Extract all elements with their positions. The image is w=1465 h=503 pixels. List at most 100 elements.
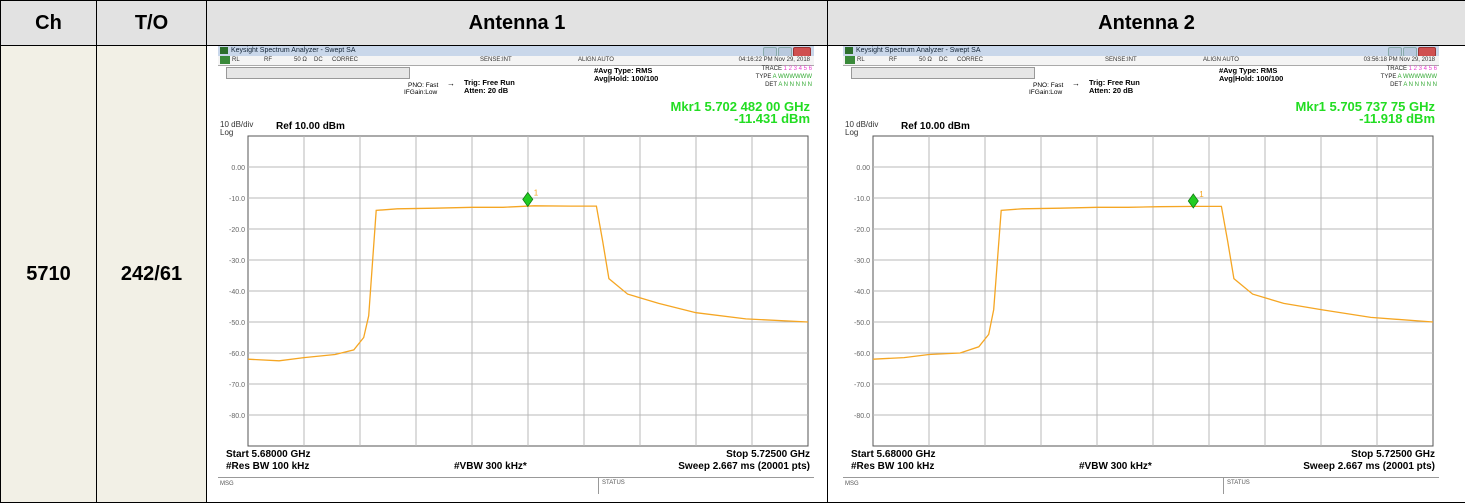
ifgain: IFGain:Low [1029,89,1063,96]
trace-type: A WWWWWW [1397,74,1437,80]
pno: PNO: Fast [1033,82,1064,89]
marker-1-label: 1 [1199,190,1204,199]
spectrum-trace [872,205,1434,360]
trace-legend: TRACE 1 2 3 4 5 6 TYPE A WWWWWW DET A N … [1381,65,1437,89]
video-bandwidth: #VBW 300 kHz* [454,461,527,472]
trigger: Trig: Free Run [464,78,515,87]
start-frequency: Start 5.68000 GHz [851,449,936,460]
align-label: ALIGN AUTO [578,57,614,63]
y-tick-label: -40.0 [854,289,870,296]
coupling-label: DC [314,57,323,63]
trace-legend: TRACE 1 2 3 4 5 6 TYPE A WWWWWW DET A N … [756,65,812,89]
status-label: STATUS [598,478,625,494]
type-label: TYPE [755,74,772,80]
y-tick-label: 0.00 [231,165,245,172]
resolution-bandwidth: #Res BW 100 kHz [851,461,935,472]
start-frequency: Start 5.68000 GHz [226,449,311,460]
impedance-label: 50 Ω [919,57,932,63]
sweep-time: Sweep 2.667 ms (20001 pts) [1303,461,1435,472]
marker-level: -11.431 dBm [734,111,810,126]
attenuation: Atten: 20 dB [1089,86,1134,95]
attenuation: Atten: 20 dB [464,86,509,95]
resolution-bandwidth: #Res BW 100 kHz [226,461,310,472]
trigger: Trig: Free Run [1089,78,1140,87]
trace-type: A WWWWWW [772,74,812,80]
lxi-icon [845,56,855,64]
antenna-1-cell: Keysight Spectrum Analyzer - Swept SA RL… [206,45,828,503]
coupling-label: DC [939,57,948,63]
status-bar: RL RF 50 Ω DC CORREC SENSE:INT ALIGN AUT… [843,56,1439,66]
title-field [226,67,410,79]
ref-level: Ref 10.00 dBm [901,121,970,132]
avg-type: #Avg Type: RMS [1219,66,1278,75]
y-tick-label: -40.0 [229,289,245,296]
pno: PNO: Fast [408,82,439,89]
sweep-time: Sweep 2.667 ms (20001 pts) [678,461,810,472]
log-label: Log [220,128,234,137]
det-label: DET [1390,82,1402,88]
y-tick-label: -20.0 [229,227,245,234]
y-tick-label: -10.0 [854,196,870,203]
title-field [851,67,1035,79]
sense-label: SENSE:INT [1105,57,1137,63]
message-bar: MSG STATUS [843,477,1439,494]
y-tick-label: 0.00 [856,165,870,172]
y-tick-label: -50.0 [854,320,870,327]
avg-hold: Avg|Hold: 100/100 [594,74,659,83]
marker-1-label: 1 [534,188,539,197]
y-tick-label: -30.0 [854,258,870,265]
avg-type: #Avg Type: RMS [594,66,653,75]
rl-label: RL [232,57,240,63]
antenna-2-cell: Keysight Spectrum Analyzer - Swept SA RL… [827,45,1465,503]
marker-frequency: Mkr1 5.705 737 75 GHz [1295,99,1435,114]
type-label: TYPE [1380,74,1397,80]
y-tick-label: -20.0 [854,227,870,234]
y-tick-label: -70.0 [229,382,245,389]
trig-arrow-icon: → [1072,79,1080,88]
marker-1-diamond[interactable] [1187,193,1199,209]
header-antenna-2: Antenna 2 [827,0,1465,46]
scale-label: 10 dB/div [845,120,879,129]
app-icon [220,47,228,54]
align-label: ALIGN AUTO [1203,57,1239,63]
spectrum-plot: 0.00 -10.0 -20.0 -30.0 -40.0 -50.0 -60.0 -70.0 -… [854,135,1434,447]
spectrum-analyzer-screenshot-2: Keysight Spectrum Analyzer - Swept SA RL… [843,46,1439,494]
status-label: STATUS [1223,478,1250,494]
y-tick-label: -10.0 [229,196,245,203]
stop-frequency: Stop 5.72500 GHz [726,449,810,460]
window-title-bar: Keysight Spectrum Analyzer - Swept SA [843,46,1439,57]
y-tick-label: -70.0 [854,382,870,389]
y-tick-label: -50.0 [229,320,245,327]
header-to: T/O [96,0,207,46]
ref-level: Ref 10.00 dBm [276,121,345,132]
avg-hold: Avg|Hold: 100/100 [1219,74,1284,83]
data-row: 5710 242/61 Keysight Spectrum Analyzer -… [0,45,1465,503]
trig-arrow-icon: → [447,79,455,88]
y-tick-label: -30.0 [229,258,245,265]
y-tick-label: -80.0 [854,413,870,420]
lxi-icon [220,56,230,64]
marker-level: -11.918 dBm [1359,111,1435,126]
correction-label: CORREC [332,57,359,63]
y-tick-label: -60.0 [854,351,870,358]
message-bar: MSG STATUS [218,477,814,494]
trace-det: A N N N N N [1403,82,1437,88]
correction-label: CORREC [957,57,984,63]
to-cell: 242/61 [96,45,207,503]
trace-numbers: 1 2 3 4 5 6 [1408,66,1437,72]
rf-label: RF [889,57,897,63]
trace-label: TRACE [761,66,782,72]
window-title: Keysight Spectrum Analyzer - Swept SA [856,47,981,54]
timestamp: 03:56:18 PM Nov 29, 2018 [1363,57,1435,63]
trace-numbers: 1 2 3 4 5 6 [783,66,812,72]
msg-label: MSG [845,481,859,487]
trace-det: A N N N N N [778,82,812,88]
trace-label: TRACE [1386,66,1407,72]
marker-1-diamond[interactable] [522,191,534,208]
ifgain: IFGain:Low [404,89,438,96]
timestamp: 04:16:22 PM Nov 29, 2018 [738,57,810,63]
status-bar: RL RF 50 Ω DC CORREC SENSE:INT ALIGN AUT… [218,56,814,66]
rf-label: RF [264,57,272,63]
header-row: Ch T/O Antenna 1 Antenna 2 [0,0,1465,46]
